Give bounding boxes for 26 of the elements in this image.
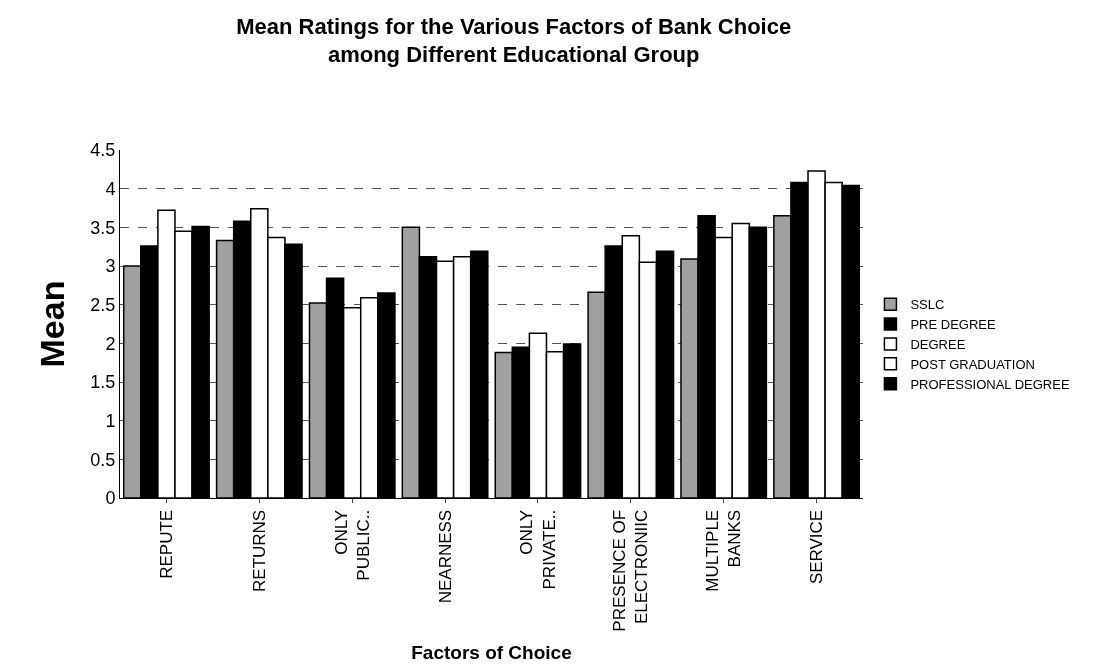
legend-label: SSLC: [910, 297, 945, 313]
y-tick-label: 0: [105, 488, 116, 509]
x-tick-label: ONLY PUBLIC..: [331, 509, 373, 581]
x-tick-label: PRESENCE OF ELECTRONIIC: [610, 509, 652, 632]
legend-label: PRE DEGREE: [910, 317, 996, 333]
x-tick-label: REPUTE: [156, 509, 176, 579]
legend-label: POST GRADUATION: [910, 356, 1035, 372]
y-tick-label: 4.5: [90, 140, 116, 161]
x-tick-label: RETURNS: [249, 509, 269, 592]
x-tick-label: SERVICE: [807, 509, 827, 585]
y-tick-label: 2: [105, 333, 116, 354]
y-tick-label: 3: [105, 256, 116, 277]
y-tick-label: 0.5: [90, 449, 116, 470]
y-tick-label: 2.5: [90, 294, 116, 315]
y-tick-label: 4: [105, 178, 116, 199]
y-tick-label: 1: [105, 410, 116, 431]
x-tick-label: ONLY PRIVATE..: [517, 509, 559, 590]
legend-label: PROFESSIONAL DEGREE: [910, 376, 1070, 392]
y-tick-label: 1.5: [90, 372, 116, 393]
legend-label: DEGREE: [910, 337, 966, 353]
x-tick-label: MULTIPLE BANKS: [703, 509, 745, 592]
x-axis-title: Factors of Choice: [411, 642, 572, 664]
x-tick-label: NEARNESS: [435, 509, 455, 604]
y-axis-title: Mean: [32, 280, 71, 368]
chart-title: Mean Ratings for the Various Factors of Bank Choice among Different Educational Group: [236, 13, 792, 68]
y-tick-label: 3.5: [90, 217, 116, 238]
